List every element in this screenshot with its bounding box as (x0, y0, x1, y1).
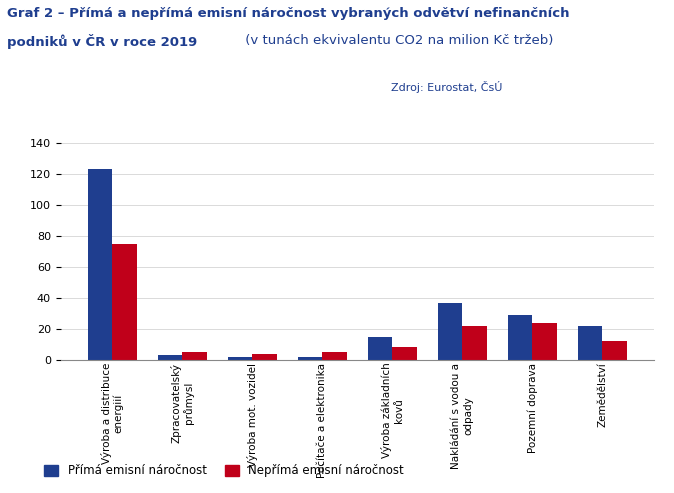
Text: Zdroj: Eurostat, ČsÚ: Zdroj: Eurostat, ČsÚ (391, 81, 502, 93)
Bar (322, 352, 346, 360)
Text: podniků v ČR v roce 2019: podniků v ČR v roce 2019 (7, 34, 197, 48)
Bar (368, 337, 392, 360)
Bar (298, 357, 322, 360)
Text: (v tunách ekvivalentu CO2 na milion Kč tržeb): (v tunách ekvivalentu CO2 na milion Kč t… (241, 34, 553, 46)
Bar (228, 357, 252, 360)
Legend: Přímá emisní náročnost, Nepřímá emisní náročnost: Přímá emisní náročnost, Nepřímá emisní n… (40, 460, 408, 482)
Bar (532, 323, 557, 360)
Bar (603, 341, 627, 360)
Bar (437, 303, 462, 360)
Bar (462, 326, 487, 360)
Bar (158, 355, 182, 360)
Bar (508, 315, 532, 360)
Bar (392, 348, 417, 360)
Bar (578, 326, 603, 360)
Bar (252, 353, 277, 360)
Bar (182, 352, 207, 360)
Bar (88, 169, 112, 360)
Text: Graf 2 – Přímá a nepřímá emisní náročnost vybraných odvětví nefinančních: Graf 2 – Přímá a nepřímá emisní náročnos… (7, 7, 570, 20)
Bar (112, 244, 137, 360)
